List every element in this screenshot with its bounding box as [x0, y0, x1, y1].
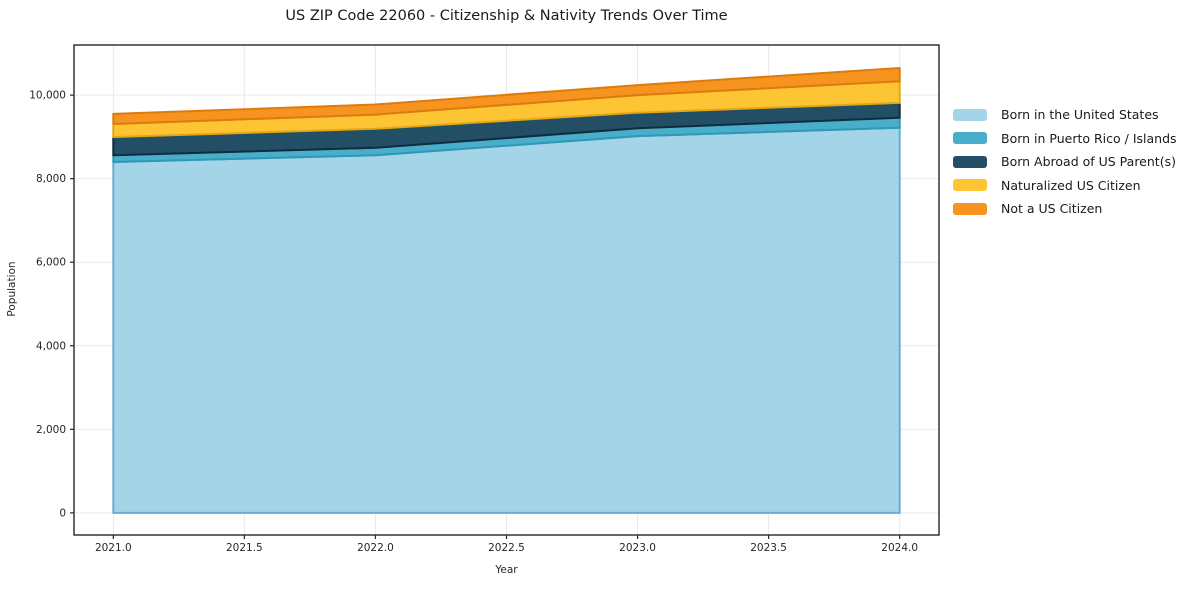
- legend-item: Naturalized US Citizen: [953, 174, 1177, 198]
- legend-swatch: [953, 202, 987, 215]
- y-tick-label: 0: [59, 507, 66, 519]
- legend-item: Born Abroad of US Parent(s): [953, 150, 1177, 174]
- y-tick-label: 6,000: [36, 257, 66, 269]
- legend-swatch: [953, 155, 987, 168]
- x-tick-label: 2023.0: [619, 542, 656, 554]
- chart-title: US ZIP Code 22060 - Citizenship & Nativi…: [285, 8, 728, 24]
- legend: Born in the United States Born in Puerto …: [953, 103, 1177, 221]
- legend-label: Born in the United States: [1001, 107, 1159, 123]
- y-tick-label: 8,000: [36, 173, 66, 185]
- x-tick-label: 2024.0: [881, 542, 918, 554]
- x-tick-label: 2023.5: [750, 542, 787, 554]
- legend-item: Not a US Citizen: [953, 197, 1177, 221]
- x-tick-label: 2022.5: [488, 542, 525, 554]
- x-axis-label: Year: [495, 564, 518, 576]
- legend-swatch: [953, 132, 987, 145]
- x-tick-label: 2022.0: [357, 542, 394, 554]
- legend-label: Naturalized US Citizen: [1001, 177, 1141, 193]
- x-tick-label: 2021.0: [95, 542, 132, 554]
- area-series-0: [112, 126, 901, 514]
- legend-label: Not a US Citizen: [1001, 201, 1103, 217]
- x-tick-label: 2021.5: [226, 542, 263, 554]
- legend-item: Born in the United States: [953, 103, 1177, 127]
- y-axis-label: Population: [6, 261, 18, 317]
- y-tick-label: 2,000: [36, 424, 66, 436]
- legend-item: Born in Puerto Rico / Islands: [953, 127, 1177, 151]
- legend-swatch: [953, 108, 987, 121]
- legend-label: Born Abroad of US Parent(s): [1001, 154, 1176, 170]
- y-tick-label: 4,000: [36, 340, 66, 352]
- legend-label: Born in Puerto Rico / Islands: [1001, 130, 1177, 146]
- legend-swatch: [953, 179, 987, 192]
- area-series-4: [112, 67, 901, 125]
- y-tick-label: 10,000: [29, 90, 66, 102]
